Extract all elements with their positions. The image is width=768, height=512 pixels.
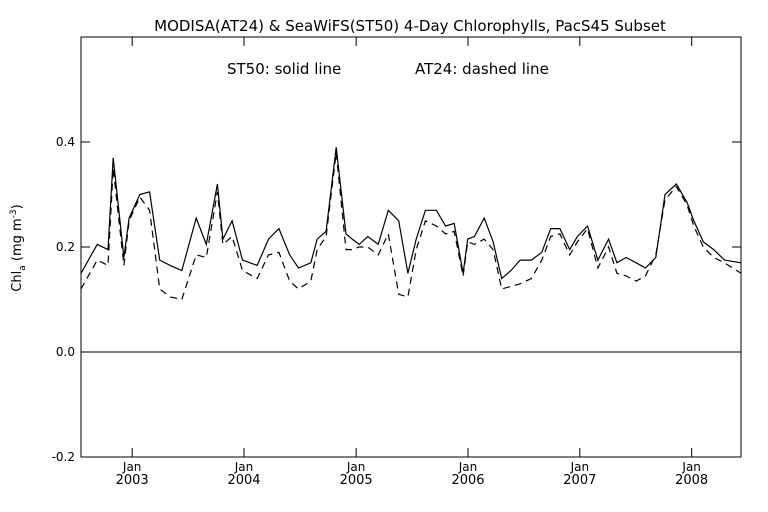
plot-frame [80,36,742,458]
at24-series-line [80,152,742,301]
y-tick-label: 0.4 [56,135,75,149]
x-tick-month-label: Jan [346,460,366,474]
y-axis-title: Chla (mg m-3) [9,204,28,291]
x-tick-year-label: 2007 [563,473,596,488]
x-tick-month-label: Jan [570,460,590,474]
x-tick-month-label: Jan [681,460,701,474]
y-tick-label: 0.0 [56,345,75,359]
x-tick-year-label: 2005 [340,473,373,488]
x-tick-year-label: 2003 [116,473,149,488]
series-layer [80,147,742,301]
x-tick-month-label: Jan [234,460,254,474]
annotation-dashed-line: AT24: dashed line [415,60,549,78]
y-axis-ticks: -0.2 0.0 0.2 0.4 [52,135,741,464]
x-tick-year-label: 2006 [451,473,484,488]
chart-title: MODISA(AT24) & SeaWiFS(ST50) 4-Day Chlor… [154,17,666,35]
annotation-solid-line: ST50: solid line [227,60,341,78]
y-tick-label: -0.2 [52,450,75,464]
x-tick-month-label: Jan [458,460,478,474]
x-tick-month-label: Jan [122,460,142,474]
st50-series-line [80,147,742,280]
x-tick-year-label: 2004 [227,473,260,488]
x-tick-year-label: 2008 [675,473,708,488]
y-tick-label: 0.2 [56,240,75,254]
